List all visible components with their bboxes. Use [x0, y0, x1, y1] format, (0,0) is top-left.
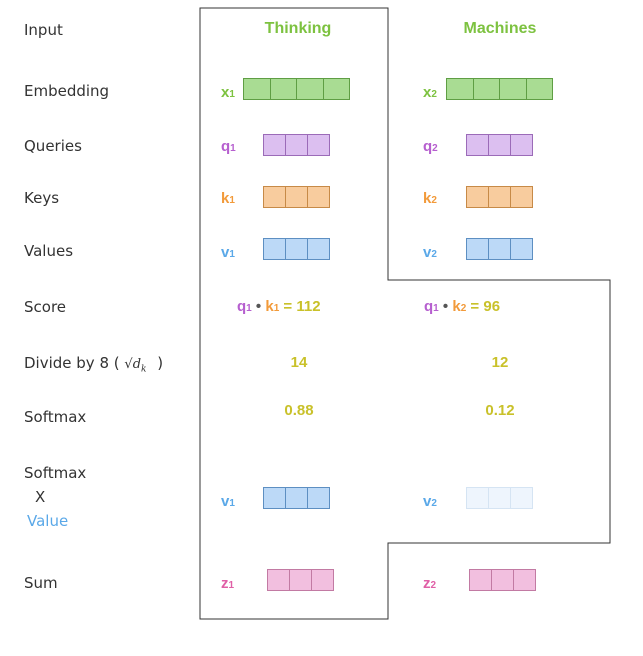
row-label-values: Values — [24, 242, 74, 260]
score2-dot: • — [442, 298, 449, 315]
symbol-v2: v2 — [423, 244, 437, 261]
symbol-wv2-base: v — [423, 493, 432, 510]
row-label-divide: Divide by 8 ( √dk ) — [24, 354, 163, 375]
score2-q: q — [424, 298, 434, 315]
symbol-q2: q2 — [423, 138, 438, 155]
word-machines: Machines — [463, 20, 537, 37]
query-vector-q1 — [263, 134, 330, 156]
score2-q-sub: 1 — [433, 303, 439, 314]
score1-k-sub: 1 — [273, 303, 280, 314]
word-thinking: Thinking — [264, 20, 332, 37]
symbol-k1-sub: 1 — [229, 195, 235, 206]
score1-dot: • — [255, 298, 262, 315]
symbol-v1-base: v — [221, 244, 230, 261]
symbol-k1: k1 — [221, 190, 235, 207]
score1-k: k — [265, 298, 274, 315]
symbol-k2-base: k — [423, 190, 432, 207]
symbol-z1-sub: 1 — [228, 580, 235, 591]
embedding-vector-x2 — [446, 78, 553, 100]
symbol-x2-base: x — [423, 84, 432, 101]
sqrt-dk-sub: k — [141, 364, 147, 375]
score2-k: k — [452, 298, 461, 315]
symbol-k2-sub: 2 — [431, 195, 437, 206]
weighted-value-vector-1 — [263, 487, 330, 509]
query-vector-q2 — [466, 134, 533, 156]
score2-value: = 96 — [470, 298, 501, 315]
symbol-x1-base: x — [221, 84, 230, 101]
symbol-q1-sub: 1 — [230, 143, 236, 154]
divide-prefix: Divide by 8 ( — [24, 354, 120, 372]
embedding-vector-x1 — [243, 78, 350, 100]
symbol-v1: v1 — [221, 244, 235, 261]
sqrt-dk-base: √d — [124, 357, 142, 372]
symbol-q1-base: q — [221, 138, 231, 155]
score1-q: q — [237, 298, 247, 315]
row-label-softmax: Softmax — [24, 408, 87, 426]
symbol-wv1-base: v — [221, 493, 230, 510]
symbol-q1: q1 — [221, 138, 236, 155]
value-vector-v2 — [466, 238, 533, 260]
symbol-q2-base: q — [423, 138, 433, 155]
score-expression-1: q1 • k1 = 112 — [237, 298, 321, 315]
score-expression-2: q1 • k2 = 96 — [424, 298, 500, 315]
output-vector-z2 — [469, 569, 536, 591]
symbol-z1: z1 — [221, 575, 234, 592]
symbol-weighted-v1: v1 — [221, 493, 235, 510]
row-label-softmax-x-value-3: Value — [27, 512, 69, 530]
symbol-x1: x1 — [221, 84, 235, 101]
weighted-value-vector-2 — [466, 487, 533, 509]
score1-value: = 112 — [283, 298, 321, 315]
output-vector-z1 — [267, 569, 334, 591]
symbol-q2-sub: 2 — [432, 143, 438, 154]
symbol-x2: x2 — [423, 84, 437, 101]
symbol-z2-sub: 2 — [430, 580, 437, 591]
symbol-v2-sub: 2 — [431, 249, 437, 260]
symbol-x1-sub: 1 — [229, 89, 235, 100]
row-label-sum: Sum — [24, 574, 58, 592]
divided-score-1: 14 — [290, 354, 308, 371]
value-vector-v1 — [263, 238, 330, 260]
row-label-score: Score — [24, 298, 67, 316]
sqrt-dk-formula: √dk — [124, 357, 147, 375]
score2-k-sub: 2 — [460, 303, 467, 314]
symbol-z1-base: z — [221, 575, 229, 592]
symbol-v2-base: v — [423, 244, 432, 261]
row-label-softmax-x-value-2: X — [35, 488, 46, 506]
symbol-k2: k2 — [423, 190, 437, 207]
row-label-softmax-x-value-1: Softmax — [24, 464, 87, 482]
divided-score-2: 12 — [491, 354, 509, 371]
symbol-v1-sub: 1 — [229, 249, 235, 260]
row-label-keys: Keys — [24, 189, 60, 207]
divide-suffix: ) — [157, 354, 164, 372]
symbol-wv2-sub: 2 — [431, 498, 437, 509]
key-vector-k2 — [466, 186, 533, 208]
symbol-weighted-v2: v2 — [423, 493, 437, 510]
symbol-z2-base: z — [423, 575, 431, 592]
row-label-input: Input — [24, 21, 63, 39]
softmax-score-1: 0.88 — [284, 402, 314, 419]
key-vector-k1 — [263, 186, 330, 208]
symbol-wv1-sub: 1 — [229, 498, 235, 509]
row-label-embedding: Embedding — [24, 82, 110, 100]
softmax-score-2: 0.12 — [485, 402, 515, 419]
symbol-z2: z2 — [423, 575, 436, 592]
symbol-x2-sub: 2 — [431, 89, 437, 100]
symbol-k1-base: k — [221, 190, 230, 207]
row-label-queries: Queries — [24, 137, 82, 155]
score1-q-sub: 1 — [246, 303, 252, 314]
